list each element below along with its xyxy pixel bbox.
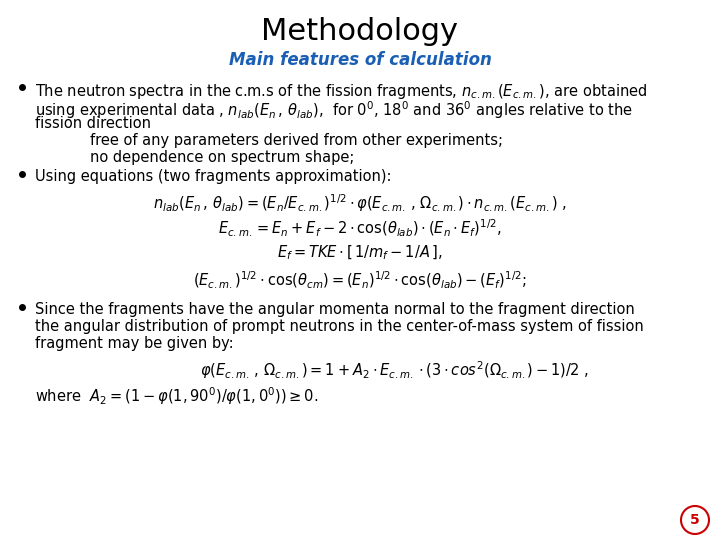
Text: $E_{c.m.} = E_n + E_f - 2 \cdot \cos(\theta_{lab}) \cdot (E_n \cdot E_f)^{1/2}$,: $E_{c.m.} = E_n + E_f - 2 \cdot \cos(\th…	[218, 218, 502, 239]
Text: fission direction: fission direction	[35, 116, 151, 131]
Text: no dependence on spectrum shape;: no dependence on spectrum shape;	[90, 150, 354, 165]
Text: Since the fragments have the angular momenta normal to the fragment direction: Since the fragments have the angular mom…	[35, 302, 635, 317]
Text: Main features of calculation: Main features of calculation	[228, 51, 492, 69]
Text: where  $A_2 = (1 - \varphi(1,90^0) / \varphi(1,0^0) ) \geq 0.$: where $A_2 = (1 - \varphi(1,90^0) / \var…	[35, 385, 318, 407]
Text: $n_{lab}(E_n\,,\, \theta_{lab}) = (E_n / E_{c.m.})^{1/2} \cdot \varphi(E_{c.m.}\: $n_{lab}(E_n\,,\, \theta_{lab}) = (E_n /…	[153, 192, 567, 214]
Text: using experimental data , $n_{lab}(E_n\,,\, \theta_{lab})$,  for 0$^0$, 18$^0$ a: using experimental data , $n_{lab}(E_n\,…	[35, 99, 633, 121]
Text: fragment may be given by:: fragment may be given by:	[35, 336, 233, 351]
Text: Using equations (two fragments approximation):: Using equations (two fragments approxima…	[35, 169, 392, 184]
Text: free of any parameters derived from other experiments;: free of any parameters derived from othe…	[90, 133, 503, 148]
Text: Methodology: Methodology	[261, 17, 459, 46]
Text: $(E_{c.m.})^{1/2} \cdot \cos(\theta_{cm}) = (E_n)^{1/2} \cdot \cos(\theta_{lab}): $(E_{c.m.})^{1/2} \cdot \cos(\theta_{cm}…	[193, 270, 527, 291]
Text: $\varphi(E_{c.m.}\,,\, \Omega_{c.m.}) = 1 + A_2 \cdot E_{c.m.} \cdot (3 \cdot \m: $\varphi(E_{c.m.}\,,\, \Omega_{c.m.}) = …	[200, 359, 589, 381]
Text: 5: 5	[690, 513, 700, 527]
Text: $E_f = TKE \cdot [\, 1/m_f - 1/A\,]$,: $E_f = TKE \cdot [\, 1/m_f - 1/A\,]$,	[277, 244, 443, 262]
Text: the angular distribution of prompt neutrons in the center-of-mass system of fiss: the angular distribution of prompt neutr…	[35, 319, 644, 334]
Text: The neutron spectra in the c.m.s of the fission fragments, $n_{c.m.}(E_{c.m.})$,: The neutron spectra in the c.m.s of the …	[35, 82, 647, 101]
